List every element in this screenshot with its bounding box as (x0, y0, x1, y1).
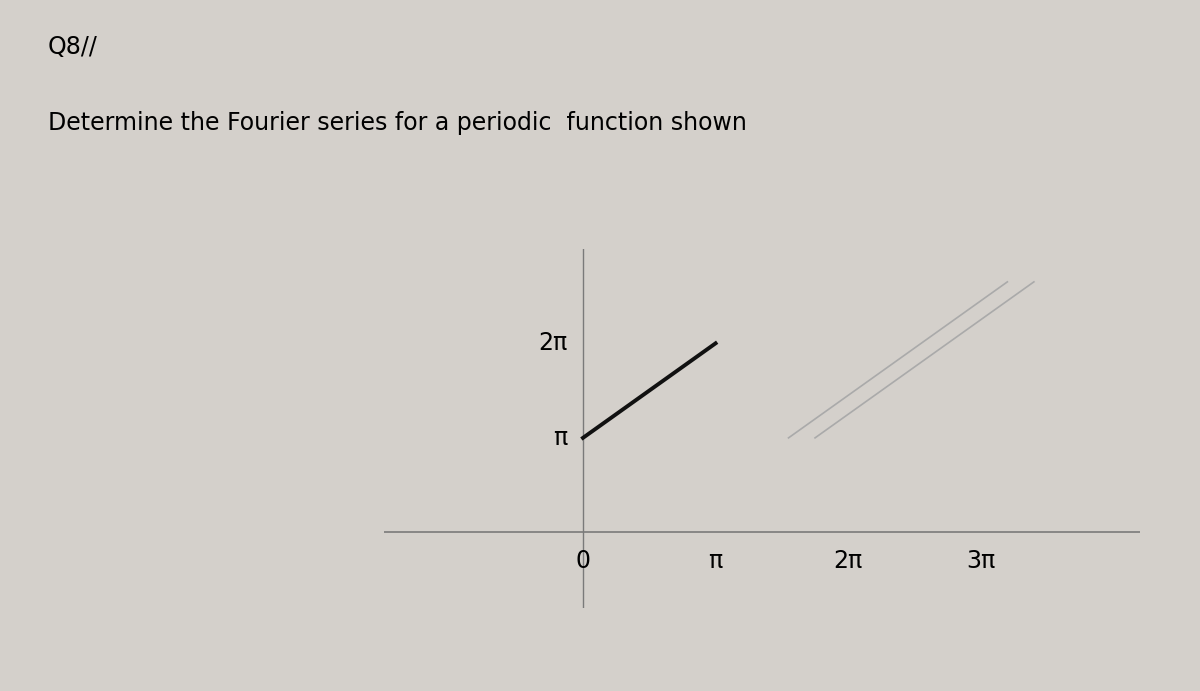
Text: 2π: 2π (834, 549, 863, 574)
Text: 0: 0 (576, 549, 590, 574)
Text: Q8//: Q8// (48, 35, 98, 59)
Text: 2π: 2π (538, 331, 568, 355)
Text: 3π: 3π (966, 549, 996, 574)
Text: π: π (708, 549, 722, 574)
Text: Determine the Fourier series for a periodic  function shown: Determine the Fourier series for a perio… (48, 111, 746, 135)
Text: π: π (553, 426, 568, 450)
